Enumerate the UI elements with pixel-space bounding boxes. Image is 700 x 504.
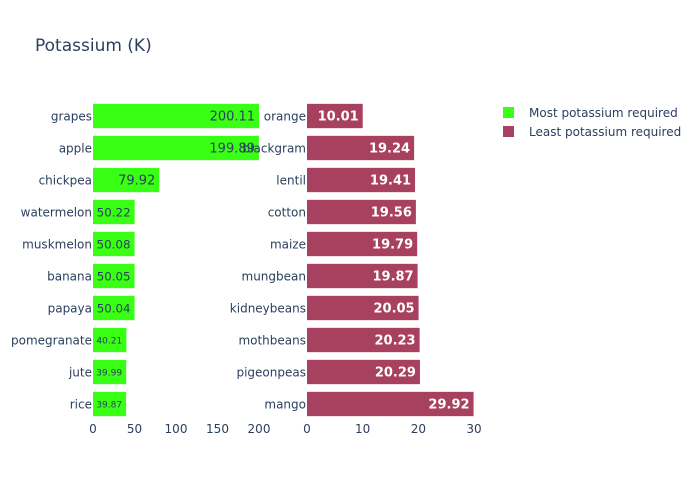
data-label: 20.05 [373,302,414,317]
bar [93,327,127,353]
category-label: orange [264,110,306,124]
legend[interactable]: Most potassium required Least potassium r… [503,106,681,139]
x-tick-label: 10 [355,422,370,436]
data-label: 40.21 [96,336,122,346]
category-label: banana [47,270,92,284]
data-label: 199.89 [209,142,255,157]
category-label: watermelon [21,206,92,220]
category-label: grapes [51,110,92,124]
data-label: 19.24 [369,142,410,157]
legend-swatch [503,126,514,137]
category-label: apple [59,142,92,156]
category-label: lentil [276,174,306,188]
legend-label: Least potassium required [529,125,681,139]
data-label: 20.29 [375,366,416,381]
bar [307,391,474,417]
bar [307,295,419,321]
x-tick-label: 100 [165,422,188,436]
bar [93,103,260,129]
bar [307,167,416,193]
bar [93,359,127,385]
legend-item[interactable]: Most potassium required [503,106,678,120]
chart-title: Potassium (K) [35,36,152,56]
legend-label: Most potassium required [529,106,678,120]
category-label: mothbeans [238,334,306,348]
bar [307,231,418,257]
bar [307,359,420,385]
category-label: mango [264,398,306,412]
category-label: kidneybeans [230,302,306,316]
bar [93,263,135,289]
category-label: chickpea [39,174,92,188]
data-label: 200.11 [210,110,256,125]
x-tick-label: 200 [248,422,271,436]
data-label: 50.04 [97,301,131,315]
bar [93,199,135,225]
category-label: papaya [48,302,92,316]
category-label: maize [270,238,306,252]
data-label: 79.92 [118,174,155,189]
data-label: 39.87 [96,400,122,410]
x-tick-label: 20 [411,422,426,436]
data-label: 19.87 [372,270,413,285]
data-label: 50.08 [97,237,131,251]
bar [307,199,416,225]
category-label: cotton [268,206,306,220]
data-label: 19.41 [370,174,411,189]
legend-swatch [503,107,514,118]
data-label: 39.99 [96,368,122,378]
data-label: 29.92 [428,398,469,413]
category-label: mungbean [242,270,306,284]
data-label: 19.56 [371,206,412,221]
bar [93,167,160,193]
panel-2: 0 10 20 30 orange 10.01 blackgram 19.24 lentil 19… [230,103,482,436]
data-label: 19.79 [372,238,413,253]
bar [93,231,135,257]
bar [307,135,415,161]
bar [93,391,127,417]
data-label: 50.22 [97,205,131,219]
x-tick-label: 30 [466,422,481,436]
bar [307,263,418,289]
category-label: pigeonpeas [236,366,306,380]
category-label: muskmelon [22,238,92,252]
data-label: 10.01 [318,110,359,125]
x-tick-label: 0 [303,422,311,436]
bar [93,295,135,321]
category-label: jute [68,366,92,380]
x-tick-label: 50 [127,422,142,436]
x-tick-label: 150 [206,422,229,436]
data-label: 20.23 [374,334,415,349]
category-label: rice [70,398,92,412]
x-tick-label: 0 [89,422,97,436]
category-label: pomegranate [11,334,92,348]
legend-item[interactable]: Least potassium required [503,125,681,139]
bar [307,103,363,129]
bar [93,135,259,161]
data-label: 50.05 [97,269,131,283]
panel-1: 0 50 100 150 200 grapes 200.11 apple 199.89 chick… [11,103,271,436]
bar [307,327,420,353]
category-label: blackgram [243,142,306,156]
